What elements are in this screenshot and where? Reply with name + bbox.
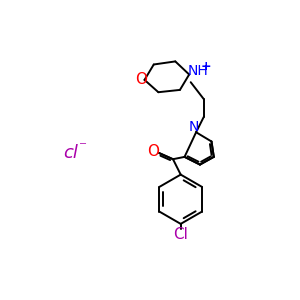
- Text: +: +: [201, 60, 212, 73]
- Text: cl: cl: [63, 144, 78, 162]
- Text: O: O: [147, 144, 159, 159]
- Text: Cl: Cl: [173, 227, 188, 242]
- Text: NH: NH: [187, 64, 208, 78]
- Text: ⁻: ⁻: [79, 140, 87, 154]
- Text: O: O: [135, 72, 147, 87]
- Text: N: N: [189, 120, 199, 134]
